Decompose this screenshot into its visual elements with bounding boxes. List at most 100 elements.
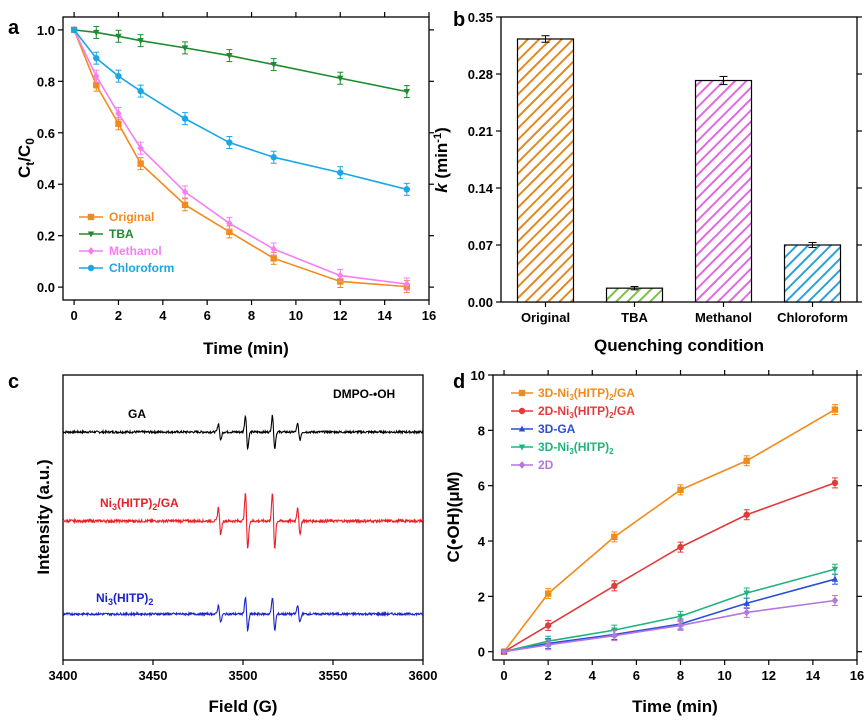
data-point [270,245,277,253]
data-point [500,647,508,656]
data-point [403,89,411,96]
x-tick-label: 3550 [319,668,348,683]
y-axis-title: C(•OH)(μM) [444,472,463,563]
x-tick-label: 8 [248,308,255,323]
data-point [831,566,839,573]
legend-marker [87,247,95,255]
legend-label: 2D [538,458,554,472]
plot-frame [62,374,424,661]
x-axis-title: Time (min) [203,339,289,358]
label-part: 3D-GA [538,422,576,436]
data-point [743,457,750,464]
label-part: 2 [609,393,614,402]
series-line [503,568,836,653]
data-point [337,75,344,82]
legend-label: Methanol [109,244,162,258]
y-tick-label: 0.28 [468,67,493,82]
spectrum-ga [62,414,424,451]
label-part: /GA [157,496,179,510]
x-axis-title: Field (G) [209,697,278,716]
x-tick-label: 3450 [139,668,168,683]
data-point [677,543,684,551]
label-part: (HITP) [574,440,609,454]
data-point [181,45,189,52]
x-tick-label: 4 [589,668,597,683]
legend-label: 3D-Ni3(HITP)2 [538,440,614,456]
y-tick-label: 1.0 [37,23,55,38]
y-tick-label: 0.8 [37,74,55,89]
data-point [831,406,839,413]
x-tick-label: Original [521,310,570,325]
series-2d [500,595,839,656]
label-part: (min [432,143,451,184]
label-part: 3 [569,393,574,402]
data-point [181,201,189,209]
data-point [226,219,233,228]
y-tick-label: 4 [478,534,486,549]
data-point [677,621,684,630]
label-part: 2D [538,458,554,472]
label-part: (HITP) [117,496,152,510]
label-part: k [432,182,451,193]
label-part: 3 [569,411,574,420]
data-point [677,486,684,494]
data-point [544,590,552,597]
label-part: C [15,166,34,178]
x-axis-title: Quenching condition [594,336,764,355]
series-chloroform [70,26,411,196]
label-part: 2 [148,597,153,607]
x-tick-label: 12 [762,668,776,683]
x-tick-label: 3500 [229,668,258,683]
label-part: 2D-Ni [538,404,569,418]
panel-letter-a: a [8,17,20,39]
y-tick-label: 0.2 [37,229,55,244]
bar-chloroform: Chloroform [777,242,848,325]
data-point [611,582,618,590]
legend: Original TBA Methanol Chloroform [79,210,174,275]
label-part: GA [128,407,146,421]
data-point [137,87,144,95]
label-part: Ni [100,496,112,510]
y-axis-title: k (min-1) [432,127,451,193]
data-point [115,33,122,40]
series-line [73,29,407,93]
data-point [137,160,144,167]
series-line [503,578,836,653]
data-point [137,144,144,153]
data-point [403,186,411,193]
data-point [115,120,122,127]
series-3d-ni3-hitp-2-ga [500,404,839,655]
label-part: 3 [108,597,113,607]
spectrum-label-ni3hitp2-ga: Ni3(HITP)2/GA [100,496,179,512]
series-methanol [70,26,411,291]
x-tick-label: 10 [717,668,731,683]
x-tick-label: 3600 [409,668,438,683]
legend-marker [87,231,95,238]
x-tick-label: 16 [422,308,436,323]
bar-original: Original [516,35,575,325]
data-point [270,255,277,262]
x-tick-label: 10 [289,308,303,323]
data-point [270,154,277,161]
data-point [611,533,618,541]
data-point [403,280,411,288]
data-point [226,139,233,146]
data-point [743,608,750,617]
data-point [93,29,100,36]
x-axis-title: Time (min) [632,697,718,716]
data-point [611,631,618,640]
data-point [831,575,839,582]
y-tick-label: 0.21 [468,124,493,139]
spectrum-line [62,493,424,549]
x-tick-label: 3400 [49,668,78,683]
data-point [337,169,344,176]
label-part: ) [432,127,451,133]
panel-a: 0 2 4 6 8 10 12 14 16 0.0 0.2 0.4 0.6 0.8 1.0 a Time (mi… [8,12,436,358]
spectrum-ni3-hitp-2 [62,596,424,633]
label-part: /GA [614,386,636,400]
label-part: 3D-Ni [538,386,569,400]
y-tick-label: 0.4 [37,177,56,192]
legend-marker [518,425,526,432]
bar [783,244,842,303]
